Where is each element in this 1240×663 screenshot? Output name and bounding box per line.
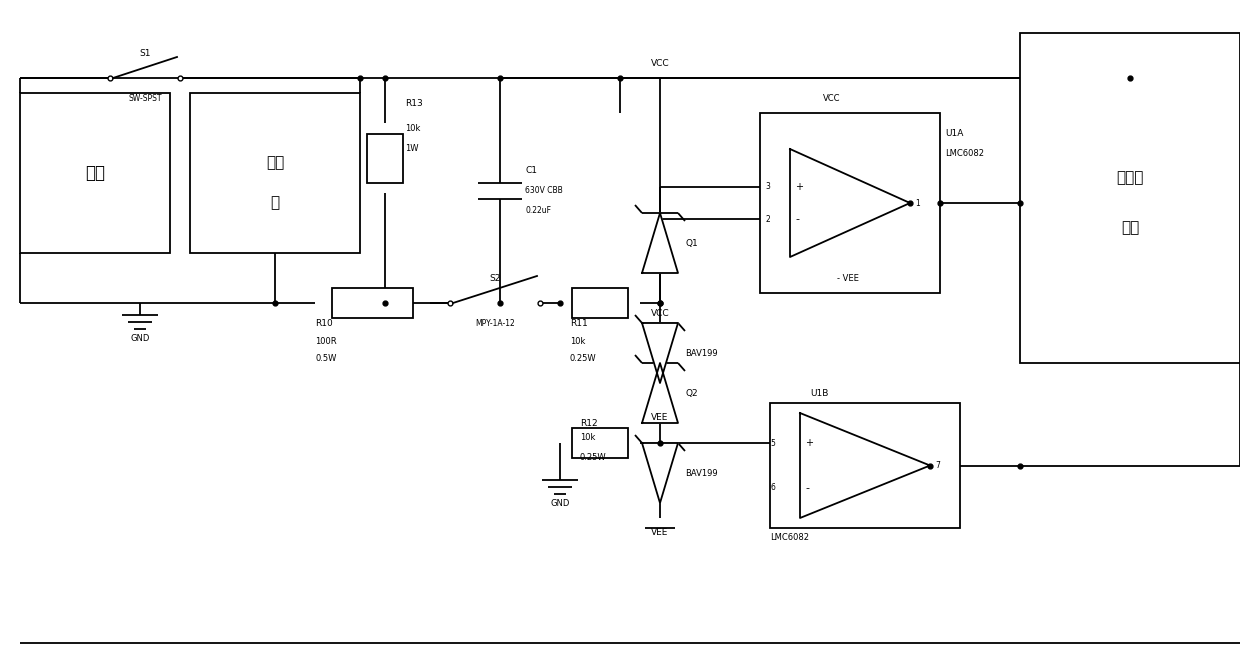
Text: +: + [795, 182, 804, 192]
Text: 100R: 100R [315, 337, 336, 345]
Text: - VEE: - VEE [837, 274, 859, 283]
Text: 10k: 10k [580, 434, 595, 442]
Text: 5: 5 [770, 438, 775, 448]
Text: R10: R10 [315, 318, 332, 328]
Text: 0.25W: 0.25W [570, 353, 596, 363]
Text: VCC: VCC [823, 94, 841, 103]
Text: S1: S1 [139, 48, 151, 58]
Text: R11: R11 [570, 318, 588, 328]
Text: VEE: VEE [651, 528, 668, 537]
Bar [190, 93, 360, 253]
Text: -: - [805, 483, 808, 493]
Text: S2: S2 [490, 274, 501, 282]
Text: 10k: 10k [570, 337, 585, 345]
Text: 2: 2 [765, 215, 770, 223]
Bar [572, 428, 627, 458]
Text: 大器: 大器 [1121, 221, 1140, 235]
Text: 电源: 电源 [86, 164, 105, 182]
Text: BAV199: BAV199 [684, 349, 718, 357]
Text: R13: R13 [405, 99, 423, 107]
Text: +: + [805, 438, 813, 448]
Bar [760, 113, 940, 293]
Text: 组: 组 [270, 196, 279, 210]
Bar [572, 288, 627, 318]
Text: LMC6082: LMC6082 [770, 534, 808, 542]
Text: Q1: Q1 [684, 239, 698, 247]
Text: SW-SPST: SW-SPST [128, 93, 161, 103]
Text: 差分放: 差分放 [1116, 170, 1143, 186]
Text: MPY-1A-12: MPY-1A-12 [475, 318, 515, 328]
Text: VCC: VCC [651, 309, 670, 318]
Polygon shape [642, 443, 678, 503]
Text: Q2: Q2 [684, 389, 698, 398]
Text: BAV199: BAV199 [684, 469, 718, 477]
Text: U1A: U1A [945, 129, 963, 137]
Bar [20, 93, 170, 253]
Text: 6: 6 [770, 483, 775, 493]
Text: 0.5W: 0.5W [315, 353, 336, 363]
Text: 1: 1 [915, 198, 920, 208]
Text: GND: GND [551, 499, 569, 507]
Text: 7: 7 [935, 461, 940, 470]
Polygon shape [642, 323, 678, 383]
Polygon shape [642, 363, 678, 423]
Text: C1: C1 [525, 166, 537, 175]
Text: 0.22uF: 0.22uF [525, 206, 551, 215]
Text: -: - [795, 214, 799, 224]
Text: 10k: 10k [405, 123, 420, 133]
Text: 0.25W: 0.25W [580, 453, 606, 463]
Bar [1021, 33, 1240, 363]
Text: 1W: 1W [405, 143, 419, 152]
Text: LMC6082: LMC6082 [945, 149, 985, 158]
Text: R12: R12 [580, 418, 598, 428]
Bar [332, 288, 413, 318]
Text: VEE: VEE [651, 413, 668, 422]
Text: GND: GND [130, 333, 150, 343]
Polygon shape [642, 213, 678, 273]
Bar [367, 133, 403, 182]
Text: 630V CBB: 630V CBB [525, 186, 563, 195]
Text: U1B: U1B [810, 389, 828, 398]
Text: VCC: VCC [651, 58, 670, 68]
Bar [770, 403, 960, 528]
Text: 电池: 电池 [265, 156, 284, 170]
Text: 3: 3 [765, 182, 770, 192]
